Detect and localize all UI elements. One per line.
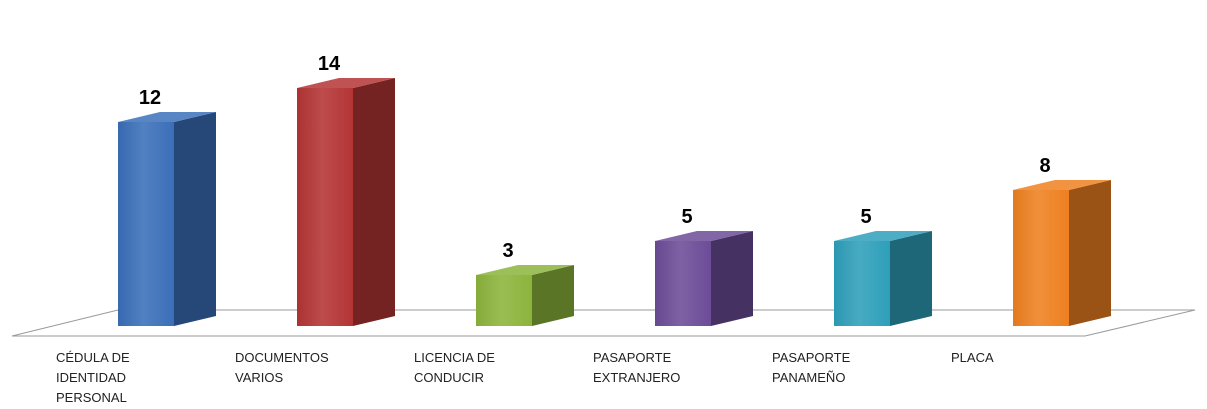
bar-front-face [655, 241, 711, 326]
category-label: LICENCIA DE CONDUCIR [414, 350, 495, 385]
bar-5 [1013, 180, 1111, 326]
bar-top-face [118, 112, 216, 122]
bar-front-face [118, 122, 174, 326]
data-label: 8 [1039, 155, 1050, 177]
bar-front-face [1013, 190, 1069, 326]
data-label: 5 [860, 206, 871, 228]
category-labels-group: CÉDULA DE IDENTIDAD PERSONAL DOCUMENTOS VARI… [56, 350, 994, 405]
bar-side-face [532, 265, 574, 326]
bar-front-face [476, 275, 532, 326]
bar-top-face [297, 78, 395, 88]
bar-2 [476, 265, 574, 326]
data-label: 12 [139, 87, 161, 109]
data-label: 3 [502, 240, 513, 262]
bar-front-face [297, 88, 353, 326]
bar-0 [118, 112, 216, 326]
bar-top-face [834, 231, 932, 241]
bar-4 [834, 231, 932, 326]
bars-group: 12 14 3 5 5 8 [118, 53, 1111, 326]
category-label: DOCUMENTOS VARIOS [235, 350, 329, 385]
bar-side-face [353, 78, 395, 326]
bar-side-face [174, 112, 216, 326]
bar-top-face [655, 231, 753, 241]
bar-3 [655, 231, 753, 326]
bar-front-face [834, 241, 890, 326]
bar-top-face [1013, 180, 1111, 190]
category-label: PASAPORTE EXTRANJERO [593, 350, 680, 385]
category-label: PLACA [951, 350, 994, 365]
bar-top-face [476, 265, 574, 275]
category-label: CÉDULA DE IDENTIDAD PERSONAL [56, 350, 130, 405]
data-label: 14 [318, 53, 341, 75]
bar-side-face [890, 231, 932, 326]
category-label: PASAPORTE PANAMEÑO [772, 350, 851, 385]
bar-side-face [1069, 180, 1111, 326]
bar-1 [297, 78, 395, 326]
bar-side-face [711, 231, 753, 326]
data-label: 5 [681, 206, 692, 228]
